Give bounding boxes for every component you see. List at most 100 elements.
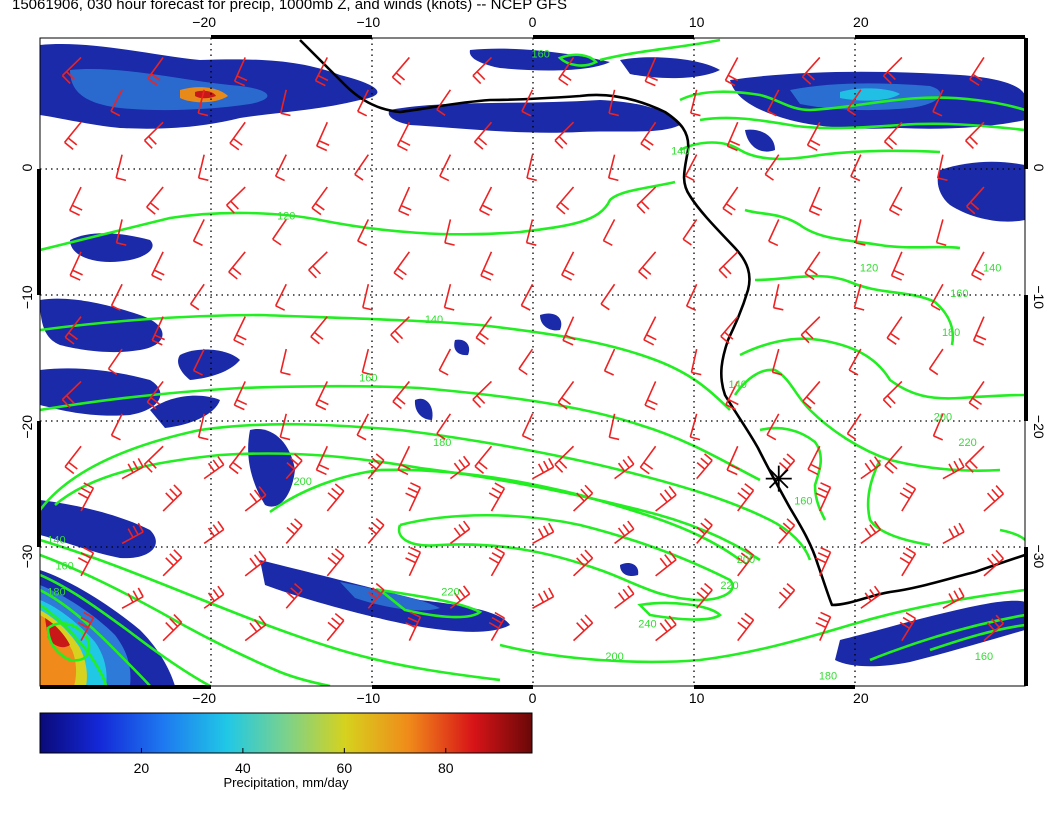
wind-barb	[107, 348, 123, 376]
wind-barb	[639, 445, 657, 475]
wind-barb	[778, 582, 796, 609]
contour-label: 240	[638, 619, 656, 631]
wind-barb	[899, 482, 917, 512]
wind-barb	[197, 154, 209, 182]
right-lat-labels: 0 −10 −20 −30	[1031, 164, 1047, 569]
lat-tick-label-left: −30	[19, 544, 35, 568]
wind-barb	[532, 522, 555, 545]
wind-barb	[726, 121, 741, 152]
wind-barb	[969, 57, 985, 86]
wind-barb	[272, 218, 287, 246]
wind-barb	[475, 316, 493, 345]
wind-barb	[614, 585, 635, 609]
wind-barb	[356, 413, 370, 441]
wind-barb	[886, 316, 903, 345]
contour-label: 160	[975, 651, 993, 663]
contour-labels: 120 140 160 180 200 220 240 220 200 200 160 140 120 1…	[47, 48, 1001, 682]
wind-barb	[197, 413, 209, 441]
contour-label: 160	[359, 372, 377, 384]
wind-barb	[804, 251, 821, 281]
wind-barb	[361, 348, 373, 376]
wind-barb	[61, 380, 82, 409]
contour-label: 220	[441, 586, 459, 598]
wind-barb	[115, 219, 127, 246]
wind-barb	[983, 614, 1005, 642]
colorbar-tick-label: 20	[134, 760, 150, 776]
wind-barb	[315, 381, 329, 411]
wind-barb	[226, 186, 246, 214]
wind-barb	[121, 457, 144, 480]
wind-barb	[930, 283, 944, 311]
wind-barb	[636, 186, 657, 214]
wind-barb	[684, 154, 698, 182]
wind-barb	[557, 380, 575, 410]
wind-barb	[229, 121, 246, 151]
wind-barb	[438, 348, 452, 376]
wind-barb	[521, 413, 534, 441]
wind-barb	[233, 57, 248, 87]
wind-barb	[800, 316, 821, 344]
wind-barb	[655, 485, 677, 512]
contour-label: 160	[55, 560, 73, 572]
wind-barb	[478, 186, 493, 216]
wind-barb	[525, 219, 537, 246]
wind-barb	[644, 57, 658, 87]
height-contours	[40, 38, 1025, 686]
wind-barb	[244, 615, 267, 642]
wind-barb	[518, 348, 534, 376]
wind-barb	[737, 483, 755, 512]
wind-barb	[443, 284, 455, 311]
wind-barb	[644, 381, 658, 411]
lat-tick-label-left: 0	[19, 163, 35, 171]
wind-barb	[772, 284, 784, 311]
contour-label: 140	[729, 379, 747, 391]
wind-barb	[110, 413, 123, 441]
wind-barb	[228, 251, 246, 280]
wind-barb	[367, 582, 385, 609]
wind-barb	[848, 348, 862, 376]
wind-barb	[778, 518, 796, 544]
wind-barb	[942, 522, 965, 545]
wind-barb	[279, 348, 291, 376]
wind-barb	[64, 445, 82, 475]
contour-label: 200	[605, 651, 623, 663]
wind-barb	[655, 550, 677, 577]
lon-tick-label-bottom: −20	[192, 690, 216, 706]
colorbar-label: Precipitation, mm/day	[223, 775, 349, 790]
wind-barb	[554, 445, 575, 473]
wind-barb	[354, 154, 369, 181]
wind-barb	[244, 485, 267, 512]
contour-label: 160	[532, 48, 550, 60]
wind-barb	[614, 455, 635, 480]
wind-barb	[768, 219, 780, 247]
lon-tick-label-top: 0	[529, 14, 537, 30]
wind-barb	[726, 445, 740, 476]
lat-tick-label-left: −20	[19, 415, 35, 439]
wind-barb	[778, 453, 796, 480]
wind-barb	[725, 381, 739, 411]
precipitation-areas	[40, 43, 1025, 686]
wind-barb	[942, 457, 965, 480]
wind-barb	[439, 154, 452, 182]
lon-tick-label-bottom: 20	[853, 690, 869, 706]
wind-barb	[315, 445, 330, 476]
wind-barb	[308, 251, 328, 279]
wind-barb	[436, 413, 452, 440]
wind-barb	[965, 121, 985, 149]
wind-barb	[689, 89, 701, 117]
wind-barb	[203, 585, 225, 609]
wind-barb	[696, 582, 713, 609]
contour-label: 180	[819, 671, 837, 683]
contour-label: 200	[934, 411, 952, 423]
wind-barb	[846, 89, 862, 116]
wind-barb	[766, 413, 780, 441]
contour-label: 120	[277, 210, 295, 222]
colorbar-ticks: 20 40 60 80	[134, 748, 454, 776]
wind-barb	[853, 284, 865, 311]
contour-label: 140	[983, 262, 1001, 274]
wind-barb	[554, 121, 575, 149]
contour-label: 140	[425, 314, 443, 326]
wind-barb	[526, 154, 537, 182]
wind-barb	[884, 445, 903, 474]
wind-barb	[766, 89, 780, 117]
